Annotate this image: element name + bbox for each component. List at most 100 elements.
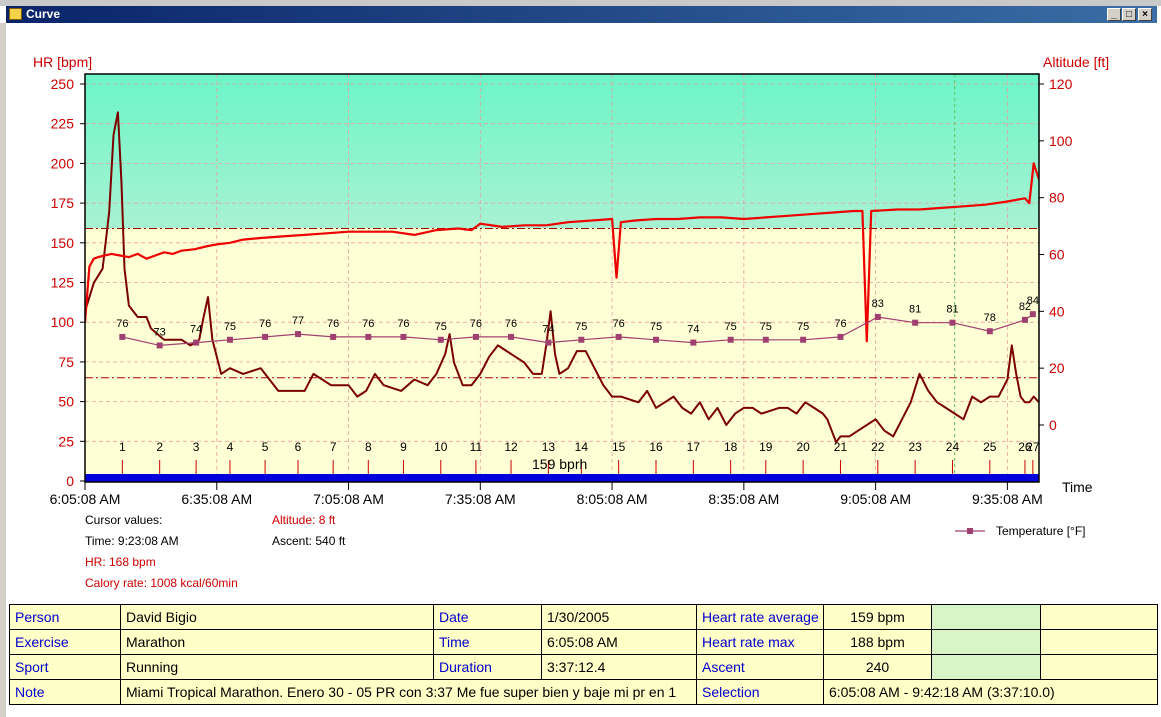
hr-average-label: Heart rate average [696, 604, 824, 630]
cursor-heading: Cursor values: [85, 513, 163, 527]
minimize-button[interactable]: _ [1107, 8, 1121, 21]
time-tick-label: 9:05:08 AM [840, 491, 911, 507]
hr-tick-label: 125 [51, 275, 75, 291]
temperature-point [437, 336, 444, 343]
lap-label: 1 [119, 440, 126, 454]
temperature-point [262, 333, 269, 340]
hr-tick-label: 75 [58, 354, 74, 370]
time-tick-label: 9:35:08 AM [972, 491, 1043, 507]
lap-label: 20 [796, 440, 810, 454]
temperature-data-label: 76 [362, 318, 374, 330]
window-titlebar[interactable]: Curve _ □ × [6, 6, 1157, 23]
hr-tick-label: 100 [51, 314, 75, 330]
empty-cell [1040, 629, 1158, 655]
sport-value[interactable]: Running [120, 654, 434, 680]
temperature-data-label: 75 [650, 321, 662, 333]
cursor-altitude: Altitude: 8 ft [272, 513, 336, 527]
temperature-point [949, 319, 956, 326]
temperature-point [365, 333, 372, 340]
empty-cell [1040, 654, 1158, 680]
lap-label: 10 [434, 440, 448, 454]
temperature-data-label: 76 [470, 318, 482, 330]
lap-label: 9 [400, 440, 407, 454]
person-value[interactable]: David Bigio [120, 604, 434, 630]
altitude-tick-label: 100 [1049, 133, 1073, 149]
time-tick-label: 7:05:08 AM [313, 491, 384, 507]
lap-label: 19 [759, 440, 773, 454]
note-label: Note [9, 679, 121, 705]
hr-tick-label: 250 [51, 76, 75, 92]
empty-cell [1040, 604, 1158, 630]
lap-label: 24 [946, 440, 960, 454]
lap-label: 6 [295, 440, 302, 454]
lap-label: 12 [504, 440, 518, 454]
ascent-label: Ascent [696, 654, 824, 680]
hr-tick-label: 225 [51, 116, 75, 132]
exercise-value[interactable]: Marathon [120, 629, 434, 655]
temperature-data-label: 81 [946, 304, 958, 316]
exercise-label: Exercise [9, 629, 121, 655]
temperature-data-label: 76 [834, 318, 846, 330]
lap-label: 8 [365, 440, 372, 454]
cursor-hr: HR: 168 bpm [85, 555, 156, 569]
exercise-info-table: Person David Bigio Date 1/30/2005 Heart … [9, 604, 1158, 705]
temperature-point [690, 339, 697, 346]
temperature-point [226, 336, 233, 343]
lap-label: 16 [649, 440, 663, 454]
table-row: Person David Bigio Date 1/30/2005 Heart … [9, 604, 1158, 630]
temperature-point [986, 328, 993, 335]
time-value[interactable]: 6:05:08 AM [541, 629, 697, 655]
time-label: Time [433, 629, 542, 655]
cursor-values-panel: Cursor values: Time: 9:23:08 AM HR: 168 … [85, 510, 238, 594]
table-row: Exercise Marathon Time 6:05:08 AM Heart … [9, 629, 1158, 655]
temperature-data-label: 84 [1027, 295, 1039, 307]
temperature-data-label: 76 [327, 318, 339, 330]
background-window-strip [0, 0, 1161, 6]
temperature-data-label: 78 [984, 312, 996, 324]
temperature-data-label: 73 [154, 326, 166, 338]
time-axis-label: Time [1062, 479, 1093, 495]
temperature-data-label: 76 [116, 318, 128, 330]
average-hr-bar [85, 474, 1039, 482]
duration-value[interactable]: 3:37:12.4 [541, 654, 697, 680]
temperature-data-label: 75 [224, 321, 236, 333]
chart-grid [85, 74, 1039, 482]
temperature-data-label: 75 [760, 321, 772, 333]
temperature-data-label: 83 [872, 298, 884, 310]
date-value[interactable]: 1/30/2005 [541, 604, 697, 630]
time-tick-label: 6:05:08 AM [50, 491, 121, 507]
temperature-point [508, 333, 515, 340]
temperature-data-label: 81 [909, 304, 921, 316]
temperature-data-label: 74 [190, 324, 202, 336]
lap-label: 17 [687, 440, 701, 454]
temperature-data-label: 75 [797, 321, 809, 333]
table-row: Note Miami Tropical Marathon. Enero 30 -… [9, 679, 1158, 705]
empty-cell [931, 604, 1041, 630]
temperature-data-label: 75 [725, 321, 737, 333]
altitude-axis-label: Altitude [ft] [1043, 54, 1109, 70]
close-button[interactable]: × [1138, 8, 1152, 21]
note-value[interactable]: Miami Tropical Marathon. Enero 30 - 05 P… [120, 679, 697, 705]
temperature-point [119, 333, 126, 340]
maximize-button[interactable]: □ [1122, 8, 1136, 21]
cursor-time: Time: 9:23:08 AM [85, 534, 179, 548]
temperature-data-label: 76 [505, 318, 517, 330]
temperature-data-label: 74 [542, 324, 554, 336]
hr-tick-label: 0 [66, 473, 74, 489]
hr-zone-below-average [85, 228, 1039, 482]
temperature-point [837, 333, 844, 340]
hr-tick-label: 200 [51, 155, 75, 171]
temperature-point [295, 331, 302, 338]
lap-label: 23 [908, 440, 922, 454]
chart-axes: 2502252001751501251007550250120100806040… [50, 76, 1073, 507]
temperature-point [727, 336, 734, 343]
lap-label: 22 [871, 440, 885, 454]
altitude-tick-label: 80 [1049, 190, 1065, 206]
temperature-data-label: 76 [397, 318, 409, 330]
hr-zone-above-average [85, 74, 1039, 228]
hr-tick-label: 150 [51, 235, 75, 251]
hr-tick-label: 25 [58, 433, 74, 449]
temperature-data-label: 77 [292, 315, 304, 327]
temperature-point [874, 314, 881, 321]
